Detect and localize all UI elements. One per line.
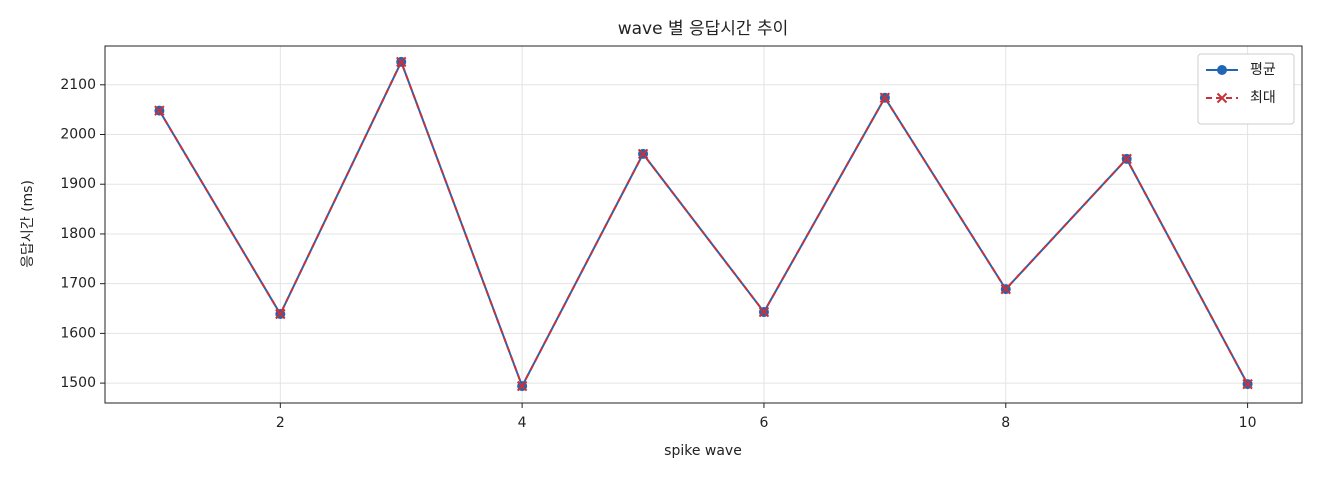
- point: [1000, 283, 1011, 295]
- legend-marker: [1217, 65, 1227, 75]
- point: [154, 105, 165, 116]
- y-tick-label: 2000: [60, 127, 96, 143]
- x-tick-label: 2: [276, 415, 285, 431]
- point: [758, 306, 770, 318]
- y-tick-label: 2100: [60, 77, 96, 93]
- y-axis-label: 응답시간 (ms): [20, 180, 36, 268]
- y-tick-label: 1900: [60, 176, 96, 192]
- point: [396, 56, 407, 68]
- point: [637, 148, 649, 160]
- point: [1121, 153, 1132, 165]
- legend-label: 최대: [1250, 90, 1276, 106]
- point: [516, 380, 528, 392]
- chart-title: wave 별 응답시간 추이: [618, 19, 789, 39]
- legend-marker: [1216, 92, 1228, 104]
- y-tick-label: 1600: [60, 325, 96, 341]
- legend-label: 평균: [1250, 62, 1276, 78]
- x-tick-label: 10: [1239, 415, 1257, 431]
- plot-frame: [104, 45, 1303, 404]
- y-tick-label: 1700: [60, 276, 96, 292]
- x-tick-label: 6: [759, 415, 768, 431]
- point: [879, 92, 891, 103]
- y-tick-label: 1500: [60, 375, 96, 391]
- point: [275, 308, 286, 320]
- legend-box: [1197, 53, 1295, 125]
- y-tick-label: 1800: [60, 226, 96, 242]
- point: [1242, 378, 1253, 390]
- x-tick-label: 4: [518, 415, 527, 431]
- x-tick-label: 8: [1001, 415, 1010, 431]
- x-axis-label: spike wave: [664, 443, 742, 459]
- series-line: [158, 59, 1249, 389]
